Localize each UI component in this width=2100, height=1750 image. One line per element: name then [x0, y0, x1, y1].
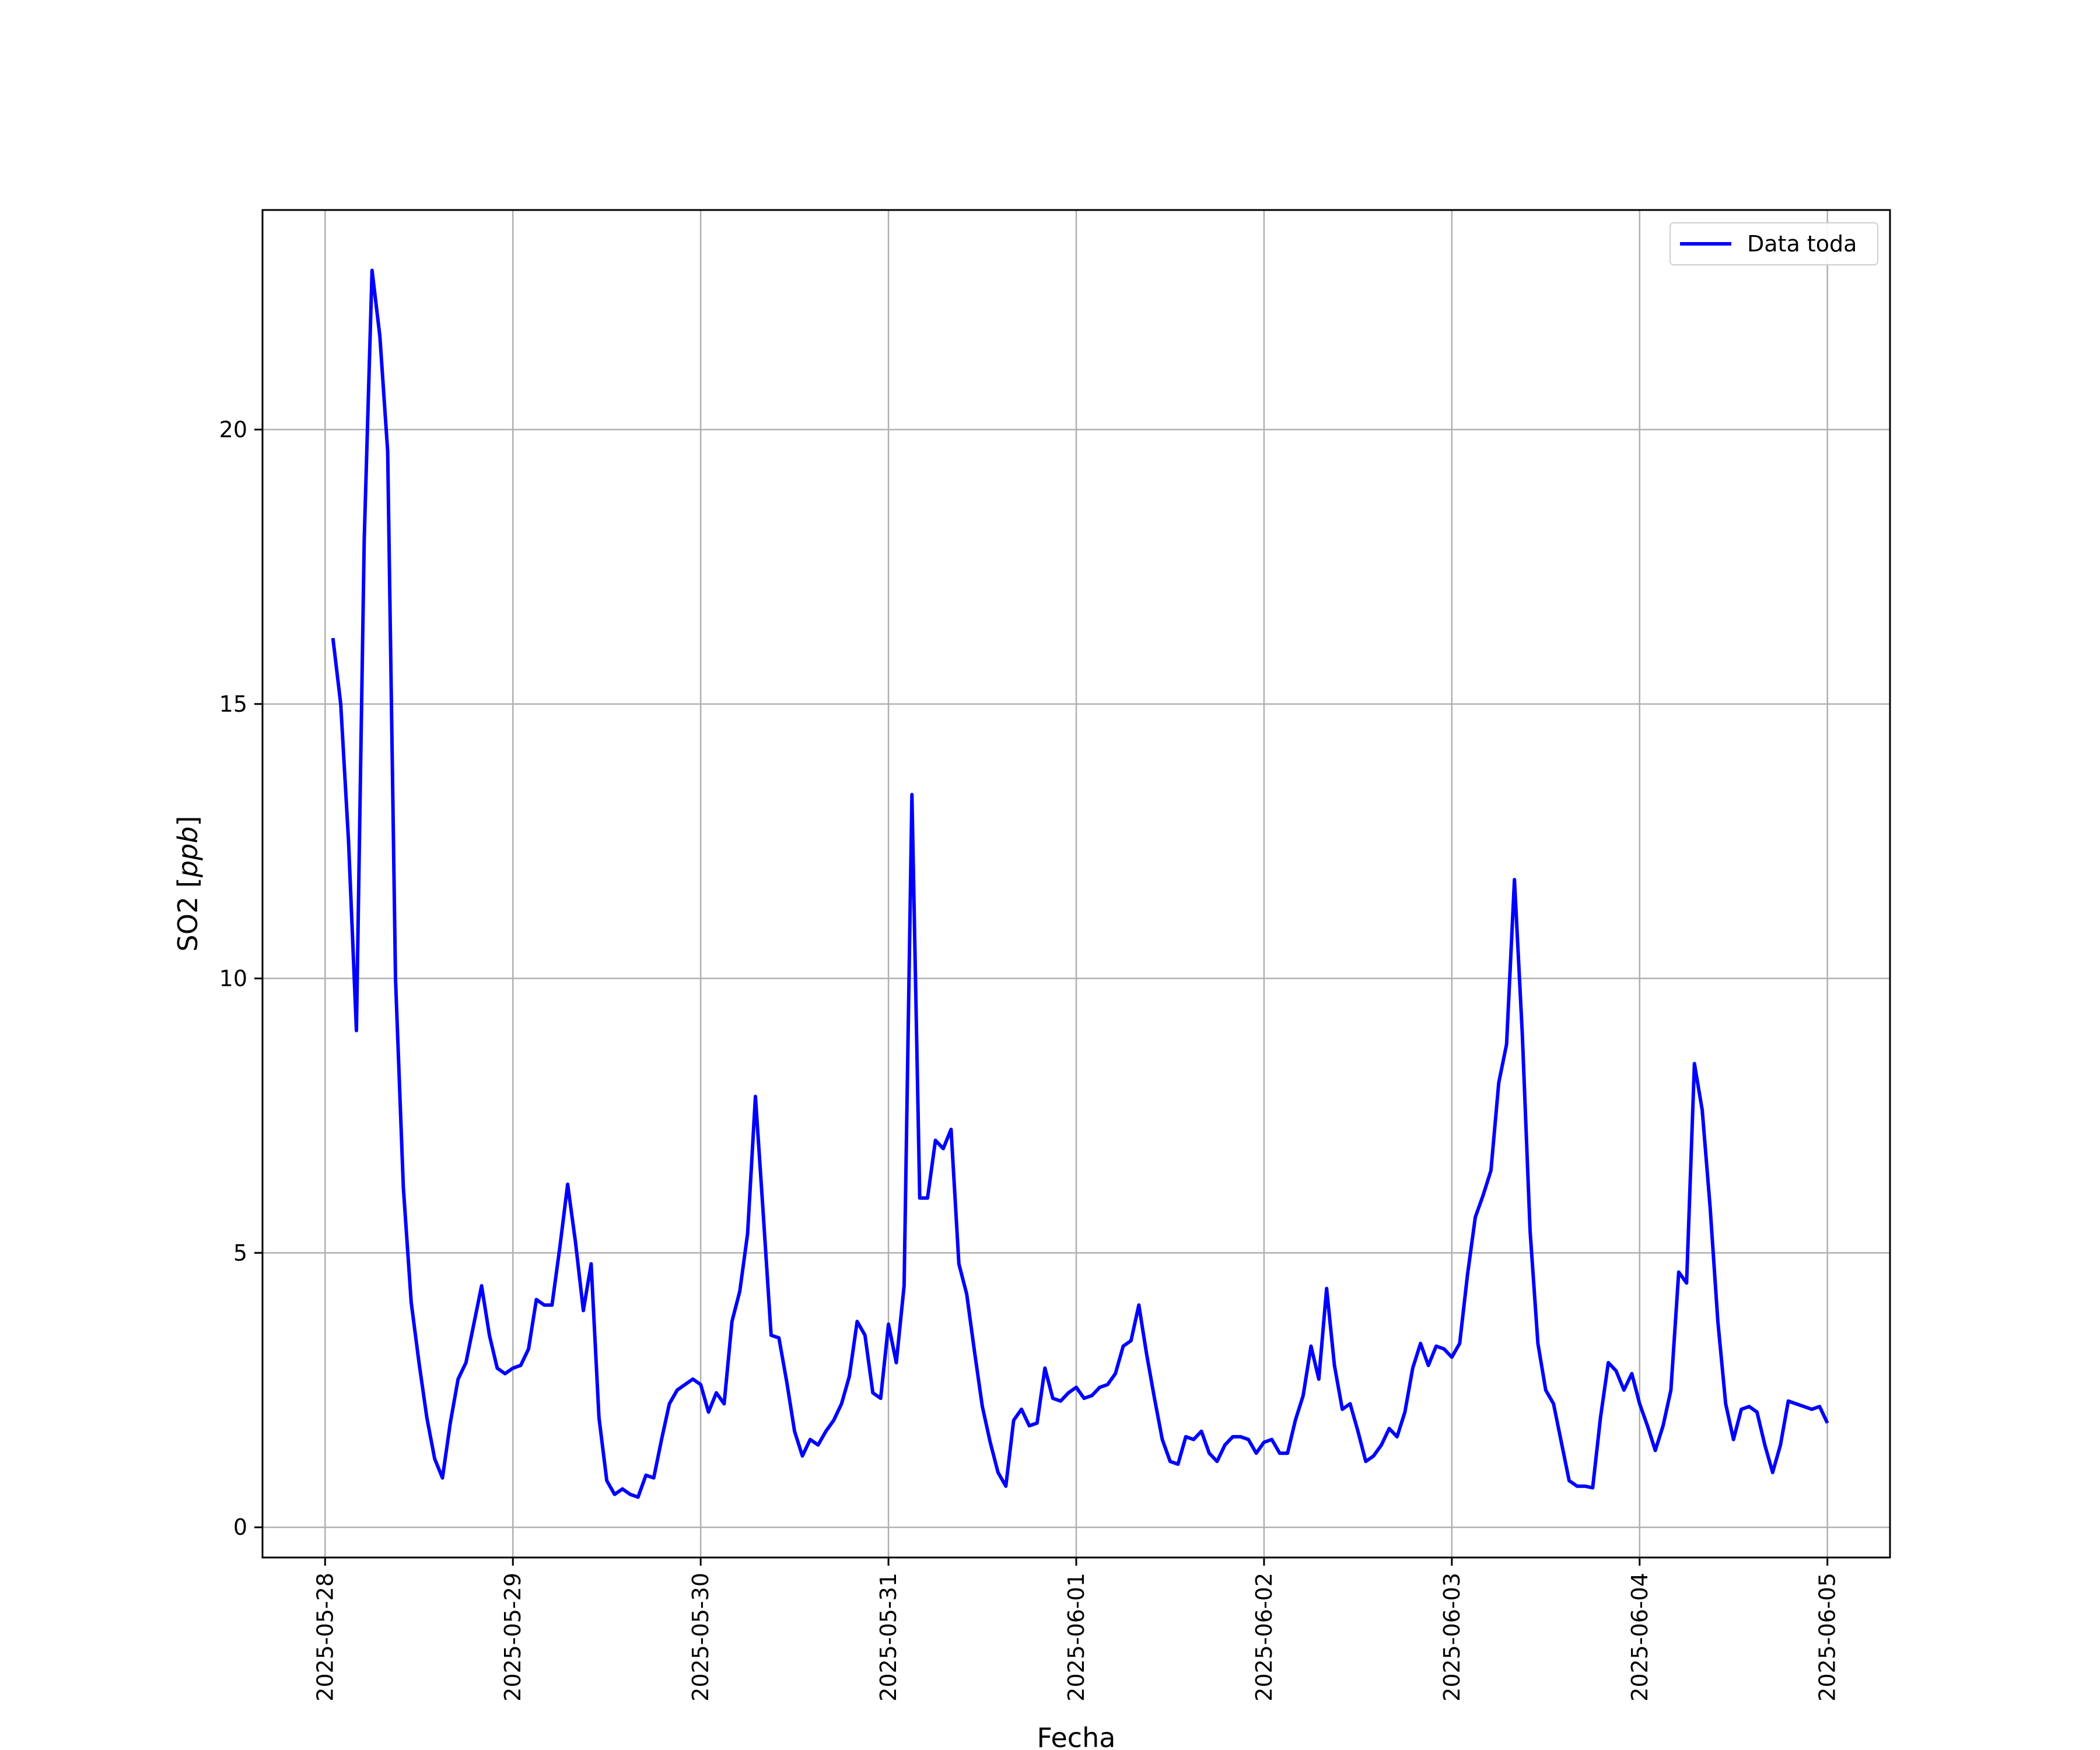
y-axis-label-plain: SO2 [ — [172, 877, 204, 951]
legend-label: Data toda — [1747, 231, 1857, 257]
y-tick-label: 0 — [233, 1514, 247, 1540]
y-tick-label: 20 — [219, 416, 247, 442]
series-line-data-toda — [331, 268, 1829, 1499]
x-tick-label: 2025-06-01 — [1063, 1573, 1089, 1702]
x-tick-label: 2025-05-30 — [688, 1573, 713, 1702]
y-tick-label: 15 — [219, 691, 247, 717]
x-tick-label: 2025-06-03 — [1439, 1573, 1465, 1702]
x-tick-label: 2025-06-05 — [1815, 1573, 1840, 1702]
y-axis-label-close: ] — [172, 816, 204, 827]
x-tick-label: 2025-05-29 — [500, 1573, 526, 1702]
x-tick-label: 2025-06-02 — [1251, 1573, 1277, 1702]
y-tick-label: 10 — [219, 965, 247, 991]
x-tick-label: 2025-06-04 — [1627, 1573, 1653, 1702]
axis-ticks: 2025-05-28 2025-05-29 2025-05-30 2025-05-31… — [219, 416, 1840, 1701]
grid-lines — [262, 210, 1890, 1558]
x-tick-label: 2025-05-28 — [312, 1573, 338, 1702]
y-axis-label: SO2 [ppb] — [172, 816, 204, 952]
legend: Data toda — [1670, 222, 1878, 265]
x-axis-label: Fecha — [1037, 1722, 1116, 1750]
y-tick-label: 5 — [233, 1240, 247, 1266]
y-axis-label-italic: ppb — [172, 827, 204, 878]
legend-box — [1670, 222, 1878, 265]
x-tick-label: 2025-05-31 — [876, 1573, 901, 1702]
